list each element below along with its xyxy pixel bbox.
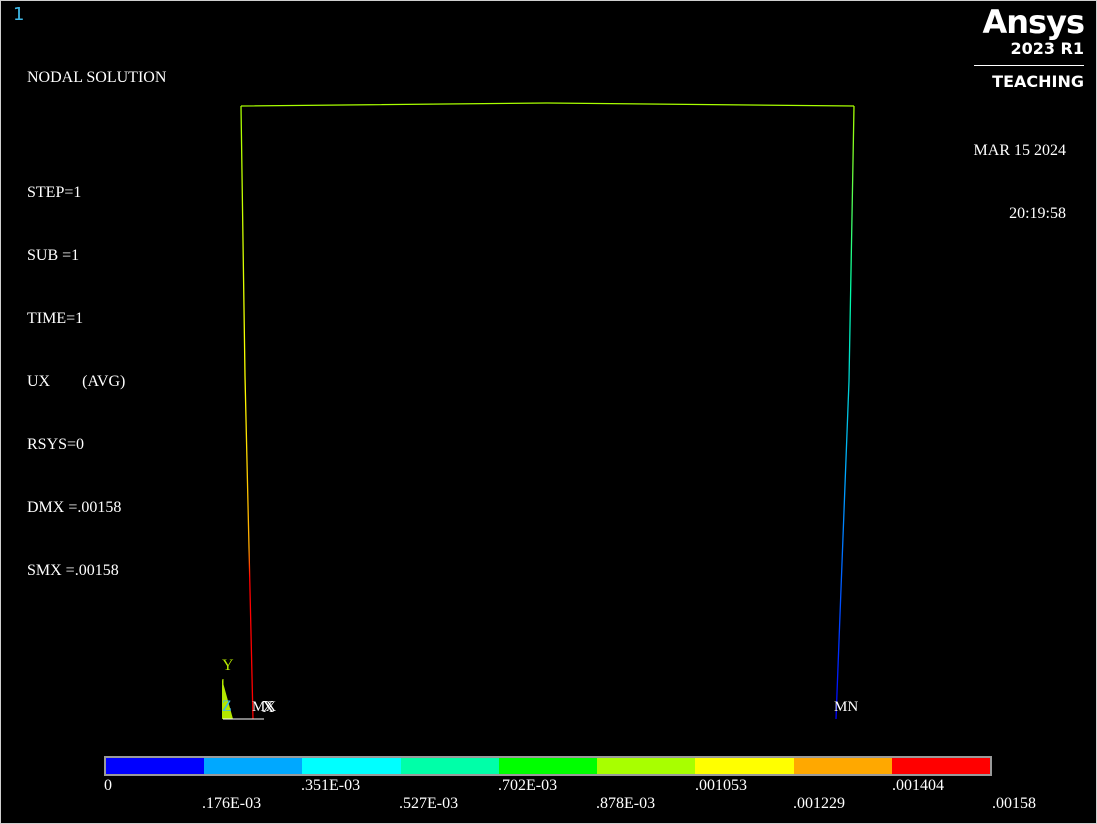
legend-band-5 — [498, 758, 598, 774]
max-marker: MX — [252, 699, 277, 715]
info-step: STEP=1 — [27, 184, 82, 201]
window-number: 1 — [13, 4, 25, 25]
legend-band-8 — [793, 758, 892, 774]
legend-label-bottom: .001229 — [793, 795, 845, 812]
legend-band-6 — [597, 758, 696, 774]
legend-label-bottom: .878E-03 — [596, 795, 656, 812]
legend-label-top: .001404 — [892, 777, 944, 794]
legend-band-9 — [891, 758, 990, 774]
legend-label-top: 0 — [104, 777, 112, 794]
logo-edition: TEACHING — [992, 72, 1084, 91]
legend-label-top: .351E-03 — [301, 777, 361, 794]
legend-band-2 — [204, 758, 303, 774]
min-marker: MN — [834, 699, 859, 715]
left-column — [240, 105, 254, 720]
right-column — [835, 105, 855, 720]
info-sub: SUB =1 — [27, 247, 80, 264]
solution-info: NODAL SOLUTION STEP=1 SUB =1 TIME=1 UX (… — [27, 25, 166, 623]
info-rsys: RSYS=0 — [27, 436, 85, 453]
legend-label-bottom: .176E-03 — [202, 795, 262, 812]
top-beam — [240, 102, 855, 107]
logo-brand: Ansys — [982, 3, 1086, 41]
legend-band-1 — [106, 758, 205, 774]
ansys-logo: Ansys 2023 R1 TEACHING — [974, 3, 1086, 93]
legend-label-bottom: .00158 — [992, 795, 1036, 812]
datetime: MAR 15 2024 20:19:58 — [974, 98, 1066, 266]
legend-label-bottom: .527E-03 — [399, 795, 459, 812]
logo-version: 2023 R1 — [974, 39, 1084, 66]
legend-label-top: .001053 — [695, 777, 747, 794]
legend-label-top: .702E-03 — [498, 777, 558, 794]
triad-y-label: Y — [222, 657, 234, 674]
time-label: 20:19:58 — [1009, 205, 1066, 222]
triad-z-label: Z — [222, 698, 232, 715]
legend-band-4 — [400, 758, 499, 774]
info-smx: SMX =.00158 — [27, 562, 119, 579]
info-dmx: DMX =.00158 — [27, 499, 122, 516]
legend-band-7 — [695, 758, 794, 774]
info-time: TIME=1 — [27, 310, 84, 327]
info-result-item: UX (AVG) — [27, 373, 126, 390]
triad-x-label: X — [262, 697, 275, 716]
contour-legend-bar — [104, 756, 992, 776]
solution-title: NODAL SOLUTION — [27, 69, 167, 86]
legend-band-3 — [302, 758, 401, 774]
triad-z-marker — [222, 679, 233, 719]
date-label: MAR 15 2024 — [973, 142, 1066, 159]
